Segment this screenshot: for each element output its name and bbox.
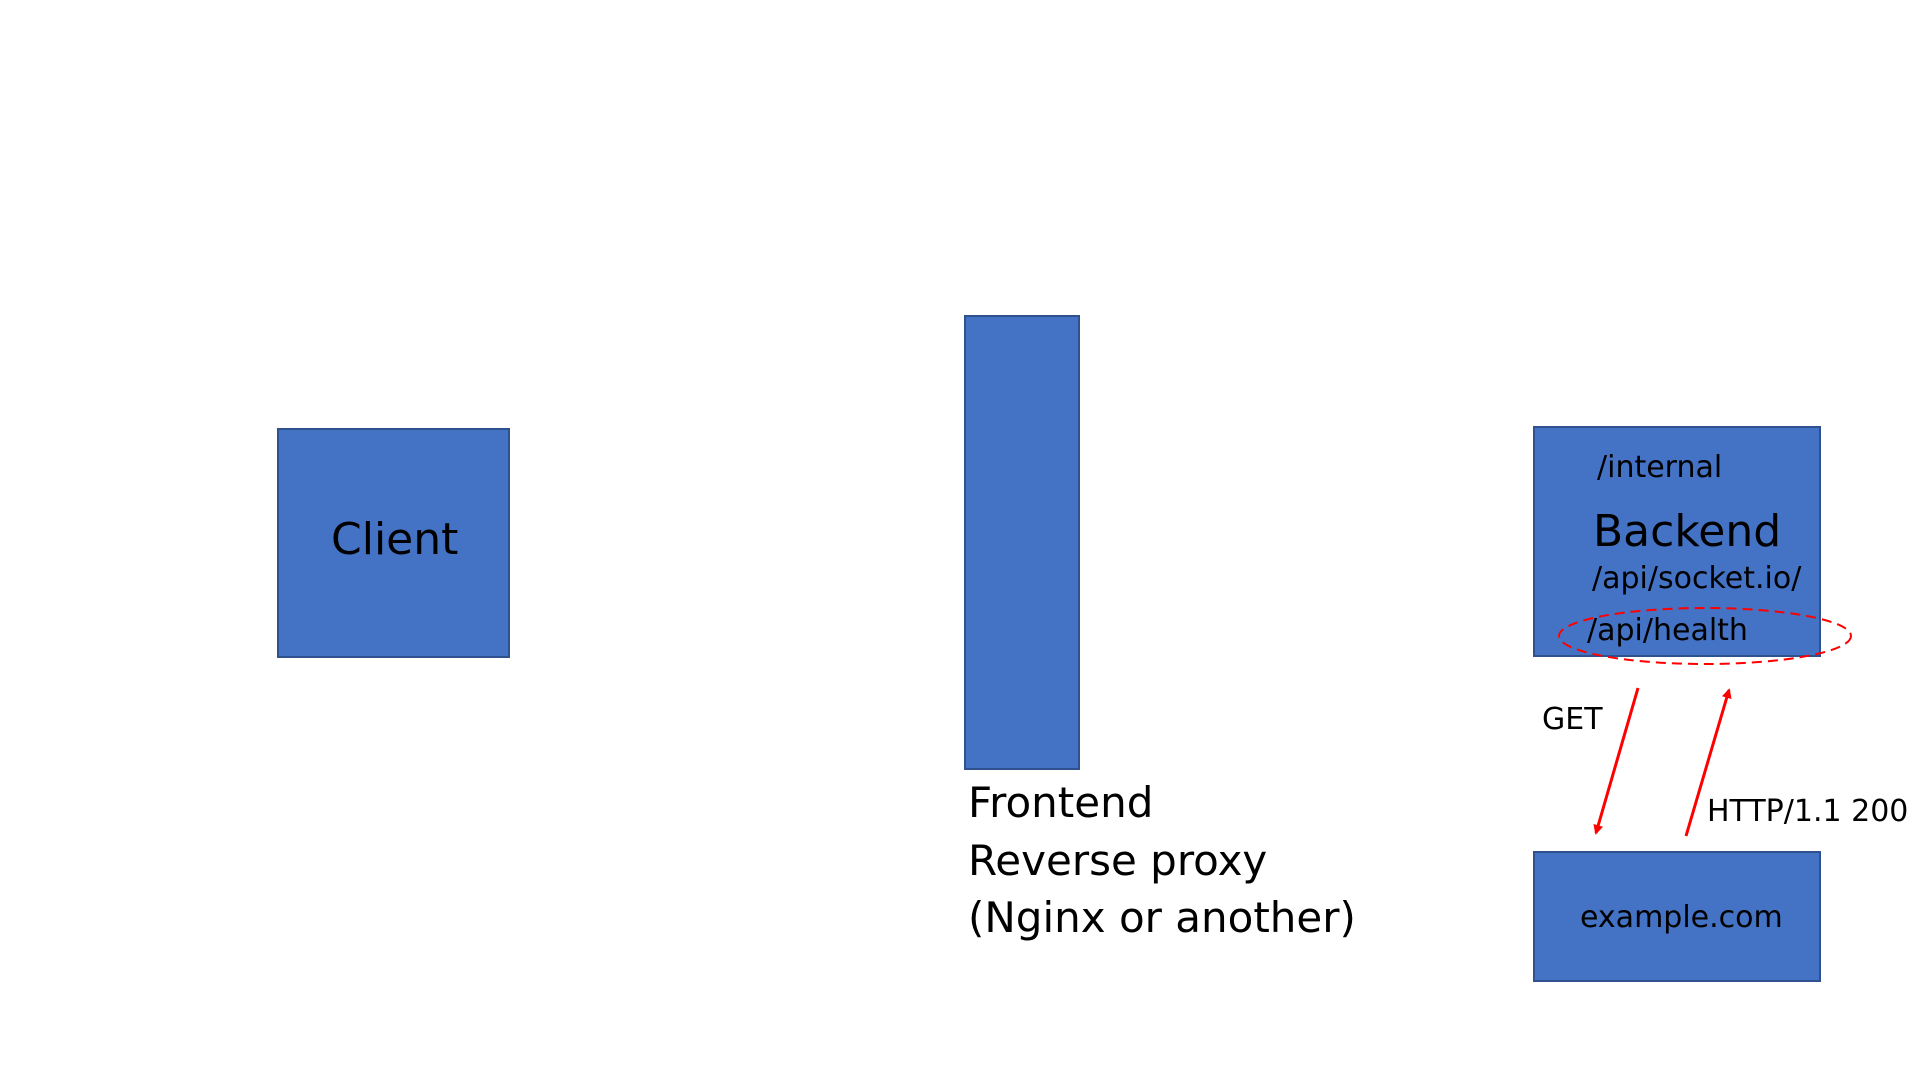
client-box	[277, 428, 510, 658]
route-health-label: /api/health	[1587, 613, 1748, 648]
http-response-label: HTTP/1.1 200	[1707, 794, 1909, 829]
external-box	[1533, 851, 1821, 982]
nginx-label: (Nginx or another)	[968, 893, 1356, 942]
frontend-label: Frontend	[968, 778, 1154, 827]
get-request-label: GET	[1542, 702, 1603, 737]
reverse-proxy-label: Reverse proxy	[968, 836, 1268, 885]
external-label: example.com	[1580, 900, 1783, 935]
route-socket-label: /api/socket.io/	[1592, 561, 1802, 596]
backend-title: Backend	[1593, 506, 1782, 557]
route-internal-label: /internal	[1597, 450, 1723, 485]
client-label: Client	[331, 514, 459, 565]
frontend-box	[964, 315, 1080, 770]
